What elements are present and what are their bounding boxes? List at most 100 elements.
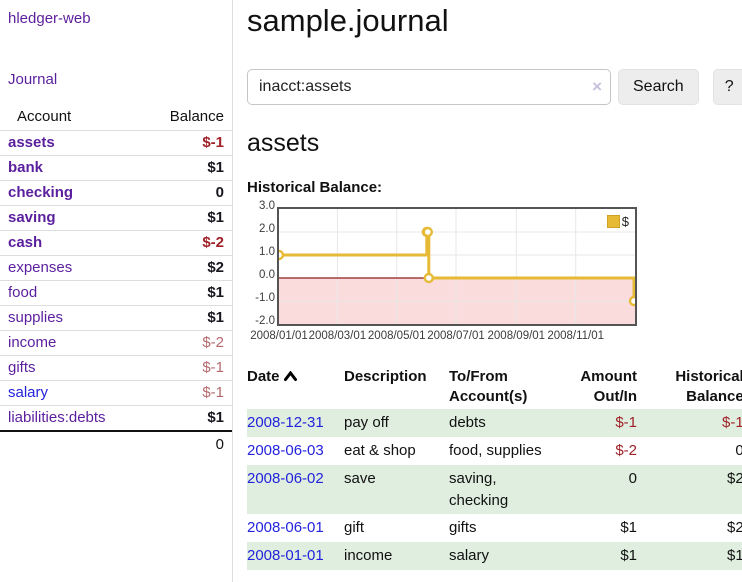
sidebar-item-journal[interactable]: Journal [8, 71, 58, 88]
chart-plot-area[interactable]: $ [277, 206, 637, 326]
transaction-date-link[interactable]: 2008-06-02 [247, 469, 324, 487]
transaction-balance: 0 [735, 442, 742, 459]
sidebar-account-link[interactable]: food [8, 284, 38, 301]
transaction-date-link[interactable]: 2008-12-31 [247, 414, 324, 432]
x-axis-tick: 2008/09/01 [487, 329, 546, 342]
account-row: assets $-1 [0, 130, 232, 156]
y-axis-tick: -2.0 [255, 314, 275, 327]
register-header-date[interactable]: Date [247, 365, 344, 410]
y-axis-tick: 2.0 [259, 222, 275, 235]
transaction-amount: $-2 [615, 442, 637, 459]
sidebar-account-balance: $1 [136, 405, 232, 432]
register-header-balance: Historical Balance [675, 367, 742, 405]
data-point [422, 226, 434, 237]
x-axis-tick: 2008/07/01 [427, 329, 485, 342]
transaction-amount: 0 [628, 469, 637, 487]
transaction-row: 2008-06-03 eat & shop food, supplies $-2 0 [247, 437, 742, 465]
x-axis-tick: 2008/05/01 [367, 329, 426, 342]
search-input[interactable] [247, 68, 611, 105]
sidebar-account-balance: $1 [136, 280, 232, 306]
sort-ascending-icon [283, 368, 297, 388]
sidebar-account-balance: $-1 [136, 130, 232, 156]
legend-label: $ [621, 213, 629, 229]
historical-balance-chart: $ 3.0 2.0 1.0 0.0 -1.0 -2.0 2008/01/01 2008/03/… [247, 200, 742, 348]
sidebar-account-balance: $-1 [136, 355, 232, 381]
sidebar-account-balance: $-1 [136, 380, 232, 406]
data-point [423, 272, 435, 283]
transaction-date-link[interactable]: 2008-06-03 [247, 442, 324, 459]
help-button[interactable]: ? [712, 68, 742, 105]
data-point [628, 295, 635, 306]
sidebar-account-link[interactable]: assets [8, 134, 55, 151]
transaction-row: 2008-06-01 gift gifts $1 $2 [247, 514, 742, 542]
sidebar-account-link[interactable]: salary [8, 384, 49, 401]
transaction-date-link[interactable]: 2008-01-01 [247, 547, 324, 564]
data-point [279, 249, 285, 260]
transaction-accounts: gifts [449, 519, 477, 537]
transaction-row: 2008-06-02 save saving, checking 0 $2 [247, 464, 742, 515]
accounts-header-balance: Balance [136, 104, 232, 131]
accounts-total-spacer [0, 430, 137, 457]
account-heading: assets [247, 128, 320, 157]
account-row: cash $-2 [0, 230, 232, 256]
accounts-table: Account Balance assets $-1 bank $1 checking 0… [0, 104, 232, 457]
sidebar-account-balance: $1 [136, 155, 232, 181]
sidebar-account-link[interactable]: expenses [8, 259, 73, 276]
y-axis-tick: -1.0 [255, 291, 275, 304]
transaction-row: 2008-01-01 income salary $1 $1 [247, 542, 742, 570]
sidebar-account-link[interactable]: supplies [8, 309, 64, 326]
transaction-balance: $1 [727, 547, 742, 564]
transaction-accounts: food, supplies [449, 442, 542, 459]
register-header-description: Description [344, 367, 427, 385]
account-row: expenses $2 [0, 255, 232, 281]
chart-legend: $ [606, 213, 629, 229]
transaction-amount: $-1 [615, 414, 637, 432]
x-axis-tick: 2008/11/01 [547, 329, 605, 342]
sidebar-account-balance: $2 [136, 255, 232, 281]
page-title: sample.journal [247, 3, 449, 38]
register-header-amount: Amount Out/In [580, 367, 637, 405]
brand-link[interactable]: hledger-web [8, 10, 91, 27]
x-axis-tick: 2008/03/01 [308, 329, 367, 342]
transaction-description: eat & shop [344, 442, 416, 459]
transaction-balance: $-1 [722, 414, 742, 432]
transaction-description: income [344, 547, 393, 564]
y-axis-tick: 1.0 [259, 245, 275, 258]
transaction-description: save [344, 469, 376, 487]
sidebar-account-balance: $1 [136, 205, 232, 231]
account-row: salary $-1 [0, 380, 232, 406]
account-row: saving $1 [0, 205, 232, 231]
transaction-accounts: debts [449, 414, 486, 432]
sidebar-account-link[interactable]: liabilities:debts [8, 409, 106, 426]
accounts-total-row: 0 [0, 430, 232, 457]
sidebar-account-link[interactable]: gifts [8, 359, 36, 376]
transaction-amount: $1 [620, 519, 637, 537]
transaction-description: pay off [344, 414, 389, 432]
sidebar-account-balance: $-2 [136, 230, 232, 256]
search-button[interactable]: Search [618, 68, 699, 105]
accounts-total-value: 0 [136, 430, 232, 457]
main-content: sample.journal × Search ? assets Histori… [233, 0, 742, 582]
sidebar-account-link[interactable]: checking [8, 184, 74, 201]
clear-search-icon[interactable]: × [592, 76, 602, 96]
transaction-date-link[interactable]: 2008-06-01 [247, 519, 324, 537]
account-row: food $1 [0, 280, 232, 306]
register-table: Date Description To/From Account(s) Amou… [247, 365, 742, 570]
sidebar-account-link[interactable]: cash [8, 234, 43, 251]
account-row: gifts $-1 [0, 355, 232, 381]
transaction-balance: $2 [727, 519, 742, 537]
account-row: bank $1 [0, 155, 232, 181]
transaction-accounts: salary [449, 547, 490, 564]
account-row: income $-2 [0, 330, 232, 356]
sidebar-account-balance: $1 [136, 305, 232, 331]
chart-title: Historical Balance: [247, 178, 383, 196]
transaction-accounts: saving, checking [449, 469, 509, 509]
sidebar-account-balance: 0 [136, 180, 232, 206]
transaction-description: gift [344, 519, 365, 537]
chart-canvas [279, 208, 635, 324]
sidebar-account-balance: $-2 [136, 330, 232, 356]
sidebar-account-link[interactable]: income [8, 334, 57, 351]
sidebar-account-link[interactable]: saving [8, 209, 56, 226]
sidebar-account-link[interactable]: bank [8, 159, 44, 176]
